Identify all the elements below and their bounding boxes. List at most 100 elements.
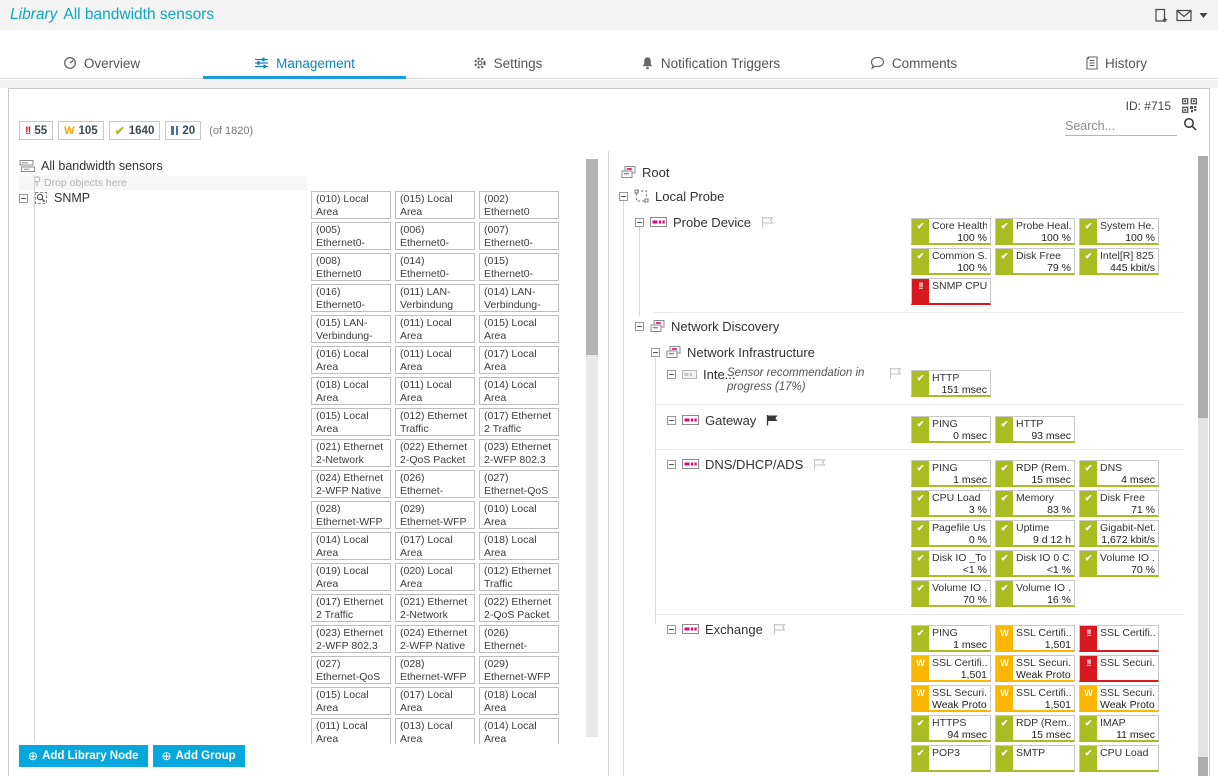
library-sensor-item[interactable]: (010) Local Area — [479, 501, 559, 529]
expander-icon[interactable] — [19, 194, 28, 203]
add-library-node-button[interactable]: ⊕ Add Library Node — [19, 745, 148, 767]
library-sensor-item[interactable]: (002) Ethernet0 Traffic — [479, 191, 559, 219]
sensor-tile[interactable]: ✔Memory83 % — [995, 490, 1075, 517]
sensor-tile[interactable]: ✔Probe Heal...100 % — [995, 218, 1075, 245]
expander-icon[interactable] — [667, 460, 676, 469]
sensor-tile[interactable]: ✔HTTP93 msec — [995, 416, 1075, 443]
library-sensor-item[interactable]: (021) Ethernet 2-Network — [395, 594, 475, 622]
sensor-tile[interactable]: WSSL Securi...Weak Proto... — [995, 655, 1075, 682]
status-chip-warn[interactable]: W105 — [58, 121, 104, 140]
library-sensor-item[interactable]: (011) Local Area — [395, 377, 475, 405]
tab-notification-triggers[interactable]: Notification Triggers — [609, 48, 812, 78]
left-scrollbar[interactable] — [586, 159, 598, 737]
library-sensor-item[interactable]: (014) LAN-Verbindung-QoS — [479, 284, 559, 312]
search-icon[interactable] — [1183, 117, 1197, 136]
library-sensor-item[interactable]: (027) Ethernet-QoS Packet — [479, 470, 559, 498]
sensor-tile[interactable]: ✔PING1 msec — [911, 460, 991, 487]
sensor-tile[interactable]: ✔CPU Load — [1079, 745, 1159, 772]
sensor-tile[interactable]: ✔Gigabit-Net...1,672 kbit/s — [1079, 520, 1159, 547]
sensor-tile[interactable]: WSSL Certifi...1,501 — [911, 655, 991, 682]
expander-icon[interactable] — [635, 322, 644, 331]
library-sensor-item[interactable]: (019) Local Area — [311, 563, 391, 591]
library-sensor-item[interactable]: (015) Ethernet0-QoS Packet — [479, 253, 559, 281]
library-sensor-item[interactable]: (018) Local Area — [479, 687, 559, 715]
report-icon[interactable] — [1154, 8, 1169, 23]
tab-history[interactable]: History — [1015, 48, 1218, 78]
sensor-tile[interactable]: ✔Disk Free71 % — [1079, 490, 1159, 517]
sensor-tile[interactable]: ✔System He...100 % — [1079, 218, 1159, 245]
library-sensor-item[interactable]: (011) Local Area — [311, 718, 391, 744]
sensor-tile[interactable]: !!SNMP CPU... — [911, 278, 991, 305]
library-sensor-item[interactable]: (017) Local Area — [395, 687, 475, 715]
sensor-tile[interactable]: WSSL Securi...Weak Proto... — [911, 685, 991, 712]
library-sensor-item[interactable]: (018) Local Area — [311, 377, 391, 405]
library-sensor-item[interactable]: (023) Ethernet 2-WFP 802.3 — [479, 439, 559, 467]
sensor-tile[interactable]: ✔RDP (Rem...15 msec — [995, 460, 1075, 487]
sensor-tile[interactable]: ✔Intel[R] 825...445 kbit/s — [1079, 248, 1159, 275]
sensor-tile[interactable]: ✔DNS4 msec — [1079, 460, 1159, 487]
sensor-tile[interactable]: ✔PING1 msec — [911, 625, 991, 652]
sensor-tile[interactable]: ✔Volume IO ...16 % — [995, 580, 1075, 607]
breadcrumb[interactable]: Library — [10, 6, 57, 24]
tab-management[interactable]: Management — [203, 48, 406, 78]
library-sensor-item[interactable]: (018) Local Area — [479, 532, 559, 560]
library-sensor-item[interactable]: (015) Local Area — [311, 687, 391, 715]
sensor-tile[interactable]: ✔Uptime9 d 12 h — [995, 520, 1075, 547]
library-sensor-item[interactable]: (010) Local Area — [311, 191, 391, 219]
sensor-tile[interactable]: ✔CPU Load3 % — [911, 490, 991, 517]
library-sensor-item[interactable]: (017) Ethernet 2 Traffic — [311, 594, 391, 622]
library-sensor-item[interactable]: (012) Ethernet Traffic — [395, 408, 475, 436]
tab-settings[interactable]: Settings — [406, 48, 609, 78]
library-sensor-item[interactable]: (011) Local Area — [395, 346, 475, 374]
library-sensor-item[interactable]: (015) Local Area — [479, 315, 559, 343]
library-sensor-item[interactable]: (005) Ethernet0-WFP Native — [311, 222, 391, 250]
library-sensor-item[interactable]: (029) Ethernet-WFP Native — [395, 501, 475, 529]
sensor-tile[interactable]: ✔RDP (Rem...15 msec — [995, 715, 1075, 742]
library-sensor-item[interactable]: (023) Ethernet 2-WFP 802.3 — [311, 625, 391, 653]
tree-node-label[interactable]: Gateway — [705, 413, 756, 428]
library-sensor-item[interactable]: (022) Ethernet 2-QoS Packet — [395, 439, 475, 467]
sensor-tile[interactable]: ✔HTTPS94 msec — [911, 715, 991, 742]
library-sensor-item[interactable]: (017) Ethernet 2 Traffic — [479, 408, 559, 436]
sensor-tile[interactable]: WSSL Certifi...1,501 — [995, 685, 1075, 712]
library-sensor-item[interactable]: (017) Local Area — [395, 532, 475, 560]
library-sensor-item[interactable]: (027) Ethernet-QoS Packet — [311, 656, 391, 684]
add-group-button[interactable]: ⊕ Add Group — [153, 745, 245, 767]
sensor-tile[interactable]: ✔Volume IO ...70 % — [1079, 550, 1159, 577]
library-sensor-item[interactable]: (014) Local Area — [479, 377, 559, 405]
status-chip-paused[interactable]: 20 — [165, 121, 201, 140]
right-scrollbar[interactable] — [1198, 156, 1208, 776]
right-scrollbar-thumb[interactable] — [1198, 156, 1208, 418]
caret-down-icon[interactable] — [1199, 11, 1208, 20]
library-node-snmp[interactable]: SNMP — [19, 191, 90, 205]
library-sensor-item[interactable]: (021) Ethernet 2-Network — [311, 439, 391, 467]
library-sensor-item[interactable]: (015) Local Area — [395, 191, 475, 219]
library-sensor-item[interactable]: (026) Ethernet-Network — [479, 625, 559, 653]
library-sensor-item[interactable]: (011) Local Area — [395, 315, 475, 343]
expander-icon[interactable] — [635, 218, 644, 227]
expander-icon[interactable] — [619, 192, 628, 201]
library-sensor-item[interactable]: (029) Ethernet-WFP Native — [479, 656, 559, 684]
library-sensor-item[interactable]: (014) Ethernet0-WFP Native — [395, 253, 475, 281]
tab-comments[interactable]: Comments — [812, 48, 1015, 78]
library-sensor-item[interactable]: (026) Ethernet-Network — [395, 470, 475, 498]
sensor-tile[interactable]: !!SSL Securi... — [1079, 655, 1159, 682]
sensor-tile[interactable]: ✔Core Health100 % — [911, 218, 991, 245]
tree-node-label[interactable]: Local Probe — [655, 189, 724, 204]
library-sensor-item[interactable]: (013) Local Area — [395, 718, 475, 744]
library-sensor-item[interactable]: (015) Local Area — [311, 408, 391, 436]
sensor-tile[interactable]: WSSL Certifi...1,501 — [995, 625, 1075, 652]
expander-icon[interactable] — [667, 625, 676, 634]
library-sensor-item[interactable]: (022) Ethernet 2-QoS Packet — [479, 594, 559, 622]
sensor-tile[interactable]: ✔Common S...100 % — [911, 248, 991, 275]
expander-icon[interactable] — [667, 370, 676, 379]
tree-node-label[interactable]: Network Discovery — [671, 319, 779, 334]
sensor-tile[interactable]: ✔PING0 msec — [911, 416, 991, 443]
library-sensor-item[interactable]: (011) LAN-Verbindung — [395, 284, 475, 312]
library-sensor-item[interactable]: (028) Ethernet-WFP 802.3 — [311, 501, 391, 529]
library-sensor-item[interactable]: (028) Ethernet-WFP 802.3 — [395, 656, 475, 684]
sensor-tile[interactable]: ✔SMTP — [995, 745, 1075, 772]
expander-icon[interactable] — [667, 416, 676, 425]
library-sensor-item[interactable]: (024) Ethernet 2-WFP Native — [311, 470, 391, 498]
library-sensor-item[interactable]: (016) Local Area — [311, 346, 391, 374]
